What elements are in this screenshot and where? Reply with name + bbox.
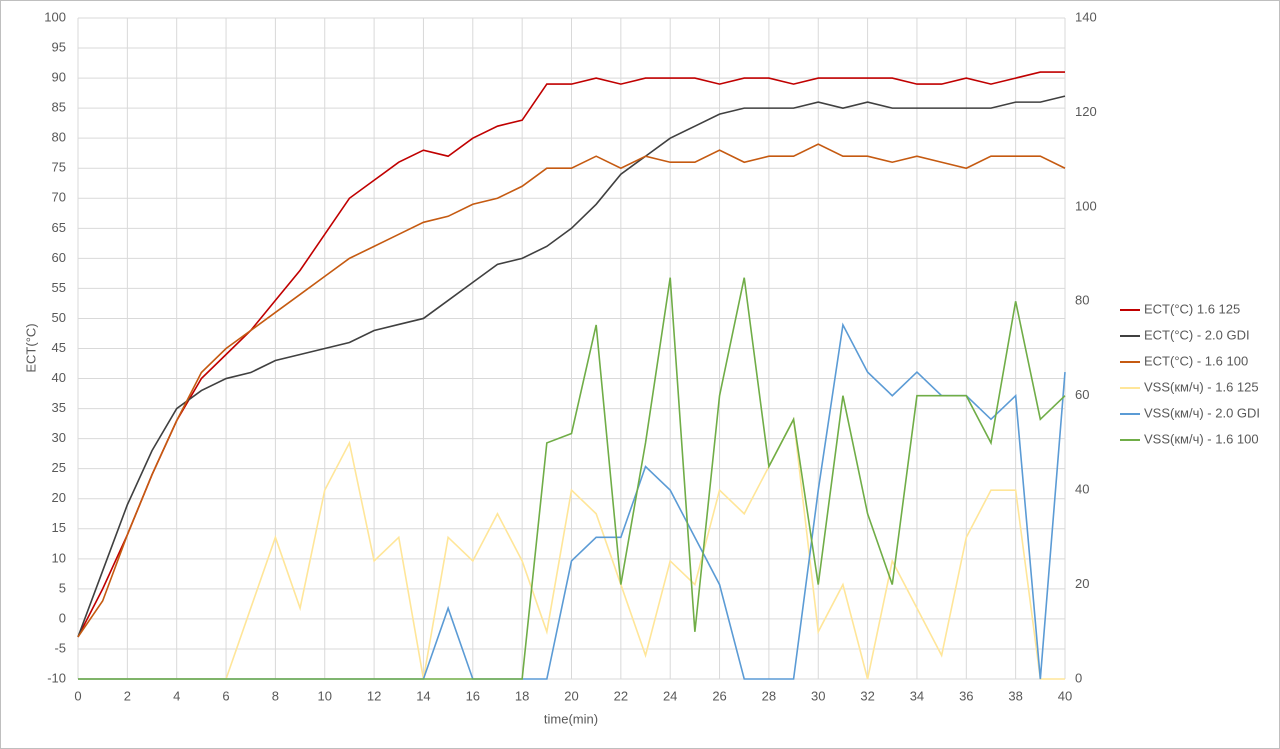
y-tick-label: 55 — [52, 280, 66, 295]
legend-label: VSS(км/ч) - 1.6 125 — [1144, 379, 1259, 394]
x-tick-label: 14 — [416, 688, 430, 703]
legend-label: ECT(°C) - 2.0 GDI — [1144, 327, 1250, 342]
y-tick-label: -5 — [54, 640, 66, 655]
y-tick-label: 40 — [52, 370, 66, 385]
y-tick-label: 15 — [52, 520, 66, 535]
y-tick-label: 20 — [52, 490, 66, 505]
x-tick-label: 2 — [124, 688, 131, 703]
legend-label: ECT(°C) - 1.6 100 — [1144, 353, 1248, 368]
y-tick-label: 70 — [52, 190, 66, 205]
y2-tick-label: 120 — [1075, 104, 1097, 119]
x-tick-label: 4 — [173, 688, 180, 703]
y2-tick-label: 60 — [1075, 387, 1089, 402]
series-line — [78, 277, 1066, 680]
y2-tick-label: 100 — [1075, 198, 1097, 213]
x-tick-label: 10 — [318, 688, 332, 703]
x-tick-label: 28 — [762, 688, 776, 703]
x-tick-label: 12 — [367, 688, 381, 703]
series-line — [77, 95, 1066, 638]
y-tick-label: 50 — [52, 310, 66, 325]
y-axis-label: ECT(°C) — [23, 323, 38, 372]
y2-tick-label: 140 — [1075, 9, 1097, 24]
y-tick-label: 45 — [52, 340, 66, 355]
y2-tick-label: 0 — [1075, 670, 1082, 685]
y2-tick-label: 20 — [1075, 576, 1089, 591]
x-tick-label: 6 — [222, 688, 229, 703]
y2-tick-label: 80 — [1075, 293, 1089, 308]
x-tick-label: 40 — [1058, 688, 1072, 703]
y-tick-label: 30 — [52, 430, 66, 445]
y-tick-label: 80 — [52, 130, 66, 145]
y-tick-label: 35 — [52, 400, 66, 415]
y2-tick-label: 40 — [1075, 482, 1089, 497]
x-tick-label: 38 — [1008, 688, 1022, 703]
x-tick-label: 20 — [564, 688, 578, 703]
y-tick-label: 100 — [44, 9, 66, 24]
x-tick-label: 26 — [712, 688, 726, 703]
x-tick-label: 0 — [74, 688, 81, 703]
y-tick-label: 95 — [52, 39, 66, 54]
series-line — [78, 416, 1065, 680]
y-tick-label: 85 — [52, 100, 66, 115]
legend-label: ECT(°C) 1.6 125 — [1144, 301, 1240, 316]
series-line — [77, 71, 1065, 638]
series-line — [77, 143, 1066, 638]
x-tick-label: 32 — [860, 688, 874, 703]
x-tick-label: 8 — [272, 688, 279, 703]
y-tick-label: 65 — [52, 220, 66, 235]
x-tick-label: 30 — [811, 688, 825, 703]
y-tick-label: 0 — [59, 610, 66, 625]
x-tick-label: 24 — [663, 688, 677, 703]
x-tick-label: 18 — [515, 688, 529, 703]
y-tick-label: 60 — [52, 250, 66, 265]
x-tick-label: 34 — [910, 688, 924, 703]
x-tick-label: 16 — [466, 688, 480, 703]
x-tick-label: 36 — [959, 688, 973, 703]
legend-label: VSS(км/ч) - 2.0 GDI — [1144, 405, 1260, 420]
y-tick-label: 90 — [52, 70, 66, 85]
x-tick-label: 22 — [614, 688, 628, 703]
y-tick-label: 25 — [52, 460, 66, 475]
y-tick-label: 10 — [52, 550, 66, 565]
x-axis-label: time(min) — [544, 711, 598, 726]
legend-label: VSS(км/ч) - 1.6 100 — [1144, 431, 1259, 446]
y-tick-label: 75 — [52, 160, 66, 175]
y-tick-label: -10 — [47, 670, 66, 685]
y-tick-label: 5 — [59, 580, 66, 595]
